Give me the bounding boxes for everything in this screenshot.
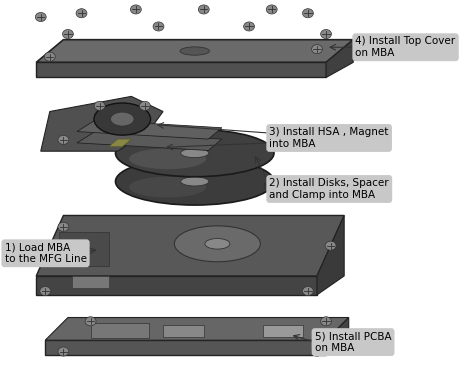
Circle shape [58,222,69,231]
Circle shape [244,22,255,31]
Circle shape [45,52,55,61]
Polygon shape [326,40,353,77]
Circle shape [311,45,322,54]
Polygon shape [36,215,344,276]
Circle shape [76,9,87,18]
Circle shape [139,101,150,110]
Ellipse shape [180,47,210,55]
Polygon shape [36,62,326,77]
Polygon shape [317,215,344,295]
Ellipse shape [205,239,230,249]
Circle shape [266,5,277,14]
Ellipse shape [116,158,274,205]
Circle shape [325,241,336,250]
Circle shape [58,135,69,144]
Circle shape [302,9,313,18]
Ellipse shape [174,226,260,262]
Text: 1) Load MBA
to the MFG Line: 1) Load MBA to the MFG Line [5,242,87,264]
Text: 3) Install HSA , Magnet
into MBA: 3) Install HSA , Magnet into MBA [269,127,389,149]
Polygon shape [41,96,163,151]
Ellipse shape [129,177,206,197]
Circle shape [63,29,73,39]
Circle shape [130,5,141,14]
Circle shape [153,22,164,31]
Circle shape [40,287,51,296]
Circle shape [58,347,69,356]
Circle shape [94,101,105,110]
Polygon shape [77,120,222,139]
Circle shape [302,287,313,296]
Text: 5) Install PCBA
on MBA: 5) Install PCBA on MBA [315,331,392,353]
Ellipse shape [181,149,209,158]
Bar [73,276,109,288]
Bar [263,325,303,337]
Polygon shape [77,132,222,150]
Polygon shape [36,40,353,62]
Ellipse shape [110,112,134,126]
Ellipse shape [116,129,274,177]
Text: 4) Install Top Cover
on MBA: 4) Install Top Cover on MBA [356,36,456,58]
Ellipse shape [175,161,214,173]
Bar [91,323,149,338]
Polygon shape [326,318,349,355]
Circle shape [198,5,209,14]
Ellipse shape [94,103,151,135]
Circle shape [320,29,331,39]
Bar [59,232,109,266]
Text: 2) Install Disks, Spacer
and Clamp into MBA: 2) Install Disks, Spacer and Clamp into … [269,178,389,200]
Circle shape [311,347,322,356]
Polygon shape [36,276,317,295]
Circle shape [320,317,331,326]
Circle shape [85,317,96,326]
Circle shape [36,12,46,22]
Polygon shape [46,340,326,355]
Ellipse shape [129,149,206,169]
Polygon shape [46,318,349,340]
Ellipse shape [181,177,209,186]
Polygon shape [109,139,131,147]
Bar [163,325,204,337]
